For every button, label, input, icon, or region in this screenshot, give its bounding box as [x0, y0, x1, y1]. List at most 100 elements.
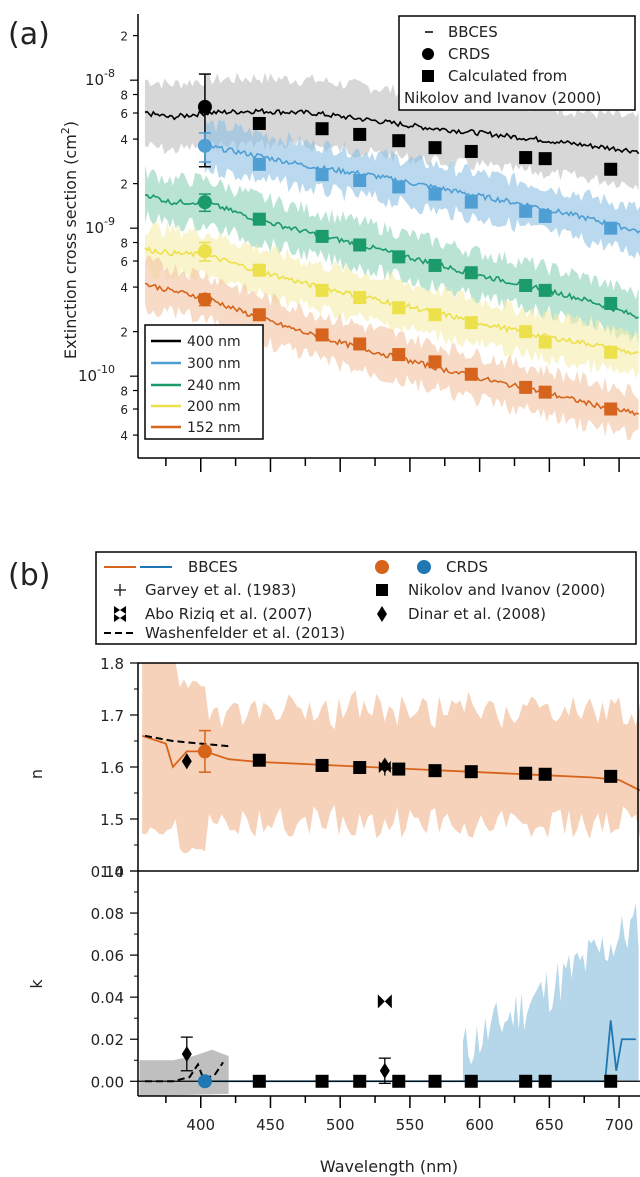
size-legend-300: 300 nm [187, 356, 241, 372]
nikolov-point-240-nm [392, 250, 406, 264]
n-nikolov-point [315, 758, 329, 772]
band-400-nm [144, 72, 639, 191]
k-x-ticks: 400 450 500 550 600 650 700 [165, 1096, 634, 1134]
k-nikolov-point [538, 1074, 552, 1088]
n-nikolov-point [604, 769, 618, 783]
panel-b-n-chart: 1.8 1.7 1.6 1.5 1.4 n [27, 655, 640, 881]
legend-crds-blue-marker [417, 560, 431, 574]
nikolov-point-152-nm [252, 308, 266, 322]
size-legend-240: 240 nm [187, 378, 241, 394]
k-markers [180, 994, 618, 1089]
crds-point-300-nm [197, 138, 212, 153]
k-washen-line [144, 1061, 224, 1083]
k-y-ticks: 0.10 0.08 0.06 0.04 0.02 0.00 [91, 863, 138, 1091]
x-axis-label: Wavelength (nm) [320, 1157, 458, 1176]
n-nikolov-point [392, 762, 406, 776]
bbces-line-300-nm [204, 143, 640, 234]
panel-a-legend-sizes: 400 nm 300 nm 240 nm 200 nm 152 nm [144, 324, 264, 440]
n-nikolov-point [464, 765, 478, 779]
nikolov-point-240-nm [252, 212, 266, 226]
nikolov-point-240-nm [428, 258, 442, 272]
k-nikolov-point [464, 1074, 478, 1088]
a-ytick-label: 10-10 [78, 363, 115, 385]
k-nikolov-point [252, 1074, 266, 1088]
nikolov-point-200-nm [519, 325, 533, 339]
panel-b-tag: (b) [8, 558, 50, 593]
legend-box [398, 15, 636, 111]
k-ytick-label: 0.02 [91, 1031, 124, 1049]
nikolov-point-300-nm [315, 168, 329, 182]
x-tick-label: 400 [186, 1116, 215, 1134]
bbces-line-400-nm [144, 107, 640, 155]
nikolov-point-200-nm [428, 308, 442, 322]
n-nikolov-point [252, 753, 266, 767]
a-ytick-label: 4 [120, 429, 128, 443]
panel-a-y-axis-label: Extinction cross section (cm2) [59, 121, 80, 359]
panel-a-uncertainty-bands [144, 72, 640, 441]
bbces-line-152-nm [144, 282, 639, 417]
x-tick-label: 450 [256, 1116, 285, 1134]
legend-b-garvey: Garvey et al. (1983) [145, 581, 296, 599]
nikolov-point-400-nm [252, 116, 266, 130]
band-152-nm [144, 255, 639, 441]
n-nikolov-point [428, 764, 442, 778]
nikolov-point-152-nm [315, 328, 329, 342]
x-tick-label: 700 [605, 1116, 634, 1134]
crds-point-152-nm [197, 292, 212, 307]
nikolov-point-400-nm [464, 144, 478, 158]
nikolov-point-300-nm [428, 187, 442, 201]
nikolov-point-300-nm [464, 195, 478, 209]
k-abo-point [377, 994, 392, 1009]
panel-a-tag: (a) [8, 17, 50, 52]
nikolov-point-400-nm [538, 152, 552, 166]
k-nikolov-point [392, 1074, 406, 1088]
nikolov-point-152-nm [464, 367, 478, 381]
legend-nikolov-ref: Nikolov and Ivanov (2000) [404, 89, 601, 107]
a-ytick-label: 6 [120, 403, 128, 417]
legend-b-nikolov-marker [376, 584, 388, 596]
k-nikolov-point [428, 1074, 442, 1088]
n-dinar-point [181, 753, 192, 770]
n-ytick-label: 1.7 [100, 707, 124, 725]
nikolov-point-240-nm [604, 296, 618, 310]
nikolov-point-200-nm [252, 263, 266, 277]
n-nikolov-point [538, 767, 552, 781]
legend-crds-marker [422, 48, 434, 60]
a-ytick-label: 10-8 [85, 67, 115, 89]
legend-b-washen: Washenfelder et al. (2013) [145, 624, 345, 642]
a-ytick-label: 8 [120, 89, 128, 103]
band-200-nm [144, 222, 639, 379]
nikolov-point-400-nm [353, 127, 367, 141]
k-dinar-point [181, 1045, 192, 1062]
n-ytick-label: 1.6 [100, 759, 124, 777]
x-tick-label: 600 [465, 1116, 494, 1134]
panel-a-x-ticks [165, 458, 620, 472]
k-nikolov-point [353, 1074, 367, 1088]
crds-point-400-nm [197, 99, 212, 114]
k-nikolov-point [315, 1074, 329, 1088]
crds-point-200-nm [197, 244, 212, 259]
n-bbces-line [141, 734, 640, 792]
nikolov-point-152-nm [538, 385, 552, 399]
legend-abo-marker [114, 606, 126, 622]
n-nikolov-point [353, 761, 367, 775]
legend-b-abo: Abo Riziq et al. (2007) [145, 605, 312, 623]
size-legend-400: 400 nm [187, 334, 241, 350]
legend-b-dinar: Dinar et al. (2008) [408, 605, 546, 623]
panel-a-markers [197, 73, 618, 416]
n-nikolov-point [519, 766, 533, 780]
panel-a-chart: 2 10-8 8 6 4 2 10-9 8 6 4 2 10-10 8 6 4 Extinction cro… [59, 14, 640, 472]
legend-b-crds: CRDS [446, 558, 488, 576]
panel-a-bbces-lines [144, 107, 640, 417]
k-lines [138, 1020, 640, 1083]
legend-calculated: Calculated from [448, 67, 567, 85]
nikolov-point-300-nm [353, 173, 367, 187]
nikolov-point-200-nm [315, 283, 329, 297]
nikolov-point-300-nm [538, 209, 552, 223]
n-y-axis-label: n [27, 769, 46, 779]
nikolov-point-300-nm [392, 180, 406, 194]
k-ytick-label: 0.06 [91, 947, 124, 965]
nikolov-point-152-nm [428, 355, 442, 369]
k-ytick-label: 0.04 [91, 989, 124, 1007]
